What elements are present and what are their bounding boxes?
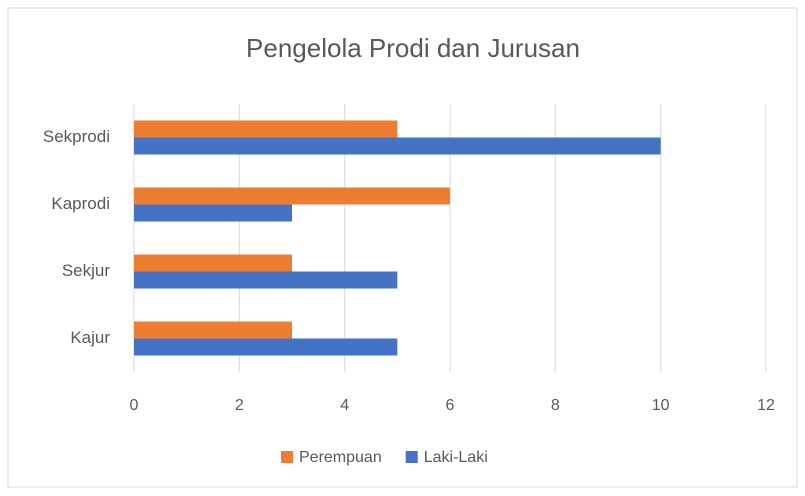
bar <box>134 338 398 356</box>
y-tick-label: Sekjur <box>62 261 111 280</box>
bar <box>134 321 292 339</box>
y-tick-label: Sekprodi <box>43 127 110 146</box>
legend-label: Laki-Laki <box>424 449 488 466</box>
bar <box>134 120 398 138</box>
bar <box>134 254 292 272</box>
chart-border <box>7 7 798 488</box>
y-tick-label: Kaprodi <box>51 194 110 213</box>
x-tick-label: 6 <box>446 397 455 414</box>
bar <box>134 271 398 289</box>
y-tick-label: Kajur <box>70 328 110 347</box>
x-tick-label: 10 <box>652 397 670 414</box>
legend-swatch <box>405 451 418 463</box>
x-tick-label: 4 <box>340 397 349 414</box>
chart-title: Pengelola Prodi dan Jurusan <box>246 33 580 63</box>
bar <box>134 187 450 205</box>
legend-label: Perempuan <box>299 449 382 466</box>
x-tick-label: 0 <box>130 397 139 414</box>
legend-swatch <box>281 451 293 463</box>
bar <box>134 137 661 155</box>
bar <box>134 204 292 222</box>
x-tick-label: 2 <box>235 397 244 414</box>
x-tick-label: 8 <box>551 397 560 414</box>
x-tick-label: 12 <box>757 397 775 414</box>
